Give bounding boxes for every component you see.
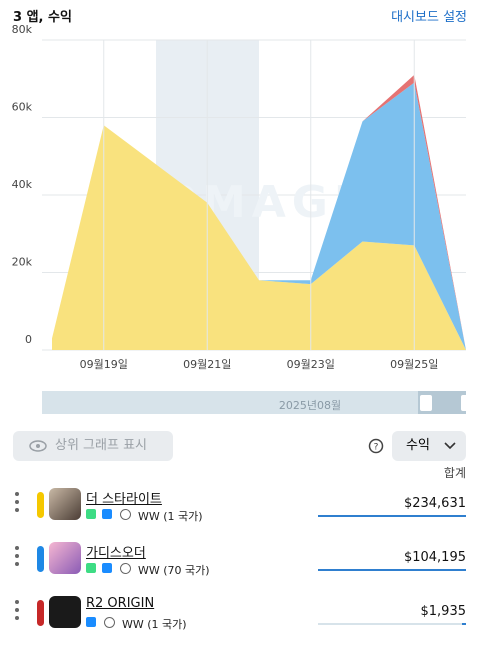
chevron (444, 442, 456, 450)
area (52, 82, 466, 350)
page: {"header":{"title":"3 앱, 수익","link":"대시보… (0, 10, 480, 631)
settings-link[interactable]: 대시보드 설정 (391, 10, 467, 25)
x-tick-label: 09월21일 (183, 357, 231, 371)
y-tick-label: 20k (12, 256, 33, 269)
total: $1,935 (420, 604, 467, 619)
share-bar (462, 623, 466, 625)
app-row[interactable]: 더 스타라이트 WW (1 국가) $234,631 (0, 488, 480, 538)
help-icon[interactable]: ? (368, 438, 384, 454)
region: WW (1 국가) (122, 618, 187, 631)
drag-handle[interactable] (15, 492, 19, 516)
appstore-icon (86, 617, 96, 627)
area (52, 125, 466, 350)
metric-label: 수익 (406, 438, 430, 453)
x-tick-label: 09월19일 (80, 357, 128, 371)
handle[interactable] (420, 395, 432, 411)
app-name[interactable]: 가디스오더 (86, 546, 146, 561)
play-icon (86, 509, 96, 519)
app-row[interactable]: 가디스오더 WW (70 국가) $104,195 (0, 542, 480, 592)
app-icon (49, 488, 81, 520)
app-icon (49, 542, 81, 574)
y-tick-label: 40k (12, 178, 33, 191)
toggle-label: 상위 그래프 표시 (55, 438, 147, 453)
y-tick-label: 0 (25, 333, 32, 346)
title: 3 앱, 수익 (13, 10, 72, 25)
drag-handle[interactable] (15, 600, 19, 624)
y-tick-label: 80k (12, 23, 33, 36)
app-icon (49, 596, 81, 628)
globe-icon (120, 563, 131, 574)
total: $234,631 (403, 496, 466, 511)
series-marker (37, 492, 44, 518)
metric-dropdown[interactable]: 수익 (392, 431, 466, 461)
region: WW (70 국가) (138, 564, 210, 577)
series-marker (37, 600, 44, 626)
y-tick-label: 60k (12, 101, 33, 114)
share-bar (318, 569, 466, 571)
series-marker (37, 546, 44, 572)
appstore-icon (102, 509, 112, 519)
eye-icon (29, 440, 47, 452)
app-row[interactable]: R2 ORIGIN WW (1 국가) $1,935 (0, 596, 480, 646)
appstore-icon (102, 563, 112, 573)
drag-handle[interactable] (15, 546, 19, 570)
share-bar (318, 515, 466, 517)
globe-icon (120, 509, 131, 520)
total: $104,195 (403, 550, 466, 565)
app-name[interactable]: 더 스타라이트 (86, 492, 162, 507)
region: WW (1 국가) (138, 510, 203, 523)
app-name[interactable]: R2 ORIGIN (86, 596, 155, 611)
scroll-label: 2025년08월 (279, 399, 341, 412)
total-header: 합계 (443, 466, 466, 480)
x-tick-label: 09월23일 (287, 357, 335, 371)
share-track (318, 623, 466, 625)
scrollbar[interactable] (42, 391, 466, 414)
x-tick-label: 09월25일 (390, 357, 438, 371)
globe-icon (104, 617, 115, 628)
play-icon (86, 563, 96, 573)
svg-text:?: ? (374, 443, 379, 453)
handle[interactable] (461, 395, 473, 411)
toggle-button[interactable]: 상위 그래프 표시 (13, 431, 173, 461)
